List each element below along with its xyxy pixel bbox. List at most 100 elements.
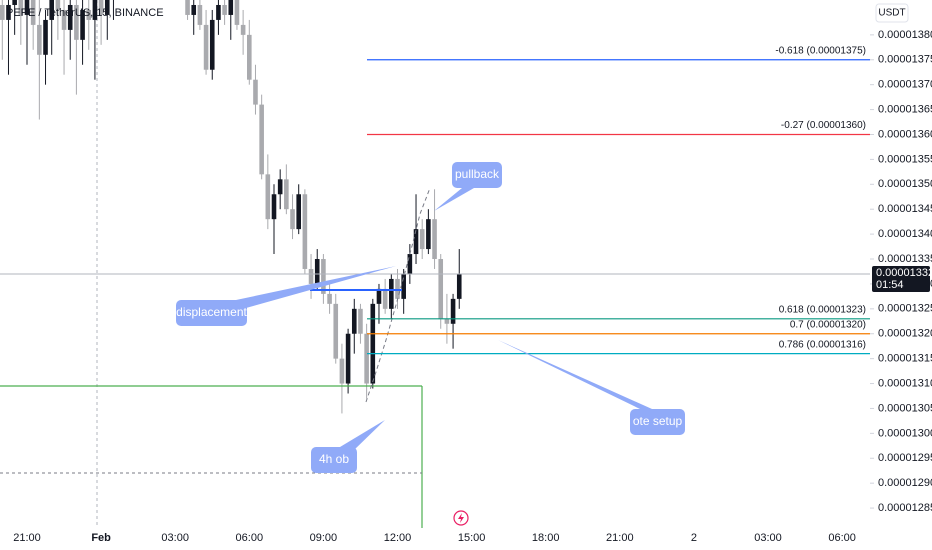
x-tick-label: 18:00 (532, 532, 560, 544)
y-tick-label: 0.00001345 (878, 203, 932, 215)
candle-body (382, 288, 388, 309)
x-tick-label: 09:00 (310, 532, 338, 544)
candle-body (74, 4, 79, 40)
fib-label: -0.618 (0.00001375) (775, 45, 866, 56)
y-tick-label: 0.00001340 (878, 228, 932, 240)
callout-text: 4h ob (319, 452, 349, 466)
y-tick-label: 0.00001305 (878, 402, 932, 414)
candle-body (197, 4, 203, 25)
candle-body (327, 293, 332, 304)
fib-label: 0.786 (0.00001316) (779, 339, 866, 350)
candle-body (426, 219, 431, 250)
candle-body (364, 333, 369, 384)
candle-body (216, 4, 221, 20)
candle-body (370, 303, 376, 384)
candle-body (240, 24, 246, 35)
candle-body (345, 333, 351, 384)
candle-body (450, 298, 456, 324)
candle-body (302, 194, 308, 269)
y-tick-label: 0.00001325 (878, 303, 932, 315)
candle-body (104, 0, 110, 15)
callout (311, 447, 357, 473)
candle-body (49, 0, 54, 20)
candle-body (12, 0, 17, 5)
candle-body (80, 9, 85, 40)
x-tick-label: 12:00 (384, 532, 412, 544)
swing-path (365, 187, 431, 403)
candle-body (333, 303, 339, 359)
candle-body (24, 0, 30, 15)
x-tick-label: 03:00 (754, 532, 782, 544)
candle-body (253, 79, 258, 105)
candle-body (358, 308, 363, 334)
candle-body (419, 229, 425, 250)
y-tick-label: 0.00001375 (878, 54, 932, 66)
x-tick-label: 06:00 (828, 532, 856, 544)
candle-body (92, 0, 98, 20)
callout-text: ote setup (633, 414, 683, 428)
candle-body (290, 209, 295, 230)
callout-tail (236, 266, 396, 308)
candle-body (209, 19, 215, 70)
callout-text: pullback (455, 167, 500, 181)
candle-body (67, 4, 73, 30)
x-tick-label: 21:00 (606, 532, 634, 544)
candle-body (98, 0, 104, 15)
callout (452, 162, 502, 188)
candle-body (43, 19, 48, 55)
x-tick-label: 15:00 (458, 532, 486, 544)
callout-tail (434, 188, 474, 211)
candle-body (413, 229, 419, 255)
fib-label: 0.7 (0.00001320) (790, 319, 866, 330)
candle-body (228, 0, 234, 15)
candle-body (321, 259, 326, 294)
candle-body (37, 24, 42, 55)
y-tick-label: 0.00001350 (878, 178, 932, 190)
y-tick-label: 0.00001290 (878, 477, 932, 489)
candle-body (395, 278, 400, 299)
currency: USDT (878, 8, 905, 19)
y-tick-label: 0.00001380 (878, 29, 932, 41)
candle-body (376, 288, 382, 304)
y-tick-label: 0.00001365 (878, 103, 932, 115)
fib-label: 0.618 (0.00001323) (779, 304, 866, 315)
alert-icon[interactable] (453, 510, 469, 526)
candle-body (222, 4, 227, 15)
candle-body (247, 34, 252, 80)
callout-tail (340, 420, 385, 452)
y-tick-label: 0.00001360 (878, 128, 932, 140)
currency-box (875, 3, 909, 23)
x-tick-label: 06:00 (236, 532, 264, 544)
y-tick-label: 0.00001355 (878, 153, 932, 165)
candle-body (456, 273, 462, 299)
x-tick-label: 2 (691, 532, 697, 544)
x-tick-label: 21:00 (13, 532, 41, 544)
callout-text: displacement (176, 305, 247, 319)
chart-title: PEPE / TetherUS, 15, BINANCE (6, 7, 164, 19)
candle-body (389, 278, 394, 309)
candle-body (30, 0, 36, 25)
candle-body (296, 194, 301, 230)
fib-label: -0.27 (0.00001360) (781, 120, 866, 131)
callout-tail (498, 340, 652, 409)
last-price-box (872, 265, 930, 292)
candle-body (407, 254, 413, 274)
candle-body (265, 174, 271, 220)
y-tick-label: 0.00001310 (878, 377, 932, 389)
candle-body (259, 104, 264, 175)
callout (630, 409, 685, 435)
candle-body (308, 268, 314, 284)
candle-body (6, 4, 11, 20)
callout (176, 300, 247, 326)
y-tick-label: 0.00001295 (878, 452, 932, 464)
candle-body (0, 4, 5, 20)
plot-area (0, 0, 462, 414)
candle-body (191, 4, 197, 15)
candle-body (61, 9, 67, 30)
x-tick-label: 03:00 (161, 532, 189, 544)
candle-body (401, 273, 406, 299)
candle-body (203, 24, 209, 70)
candle-body (271, 194, 277, 220)
last-price-label: 0.00001332 (876, 267, 932, 279)
